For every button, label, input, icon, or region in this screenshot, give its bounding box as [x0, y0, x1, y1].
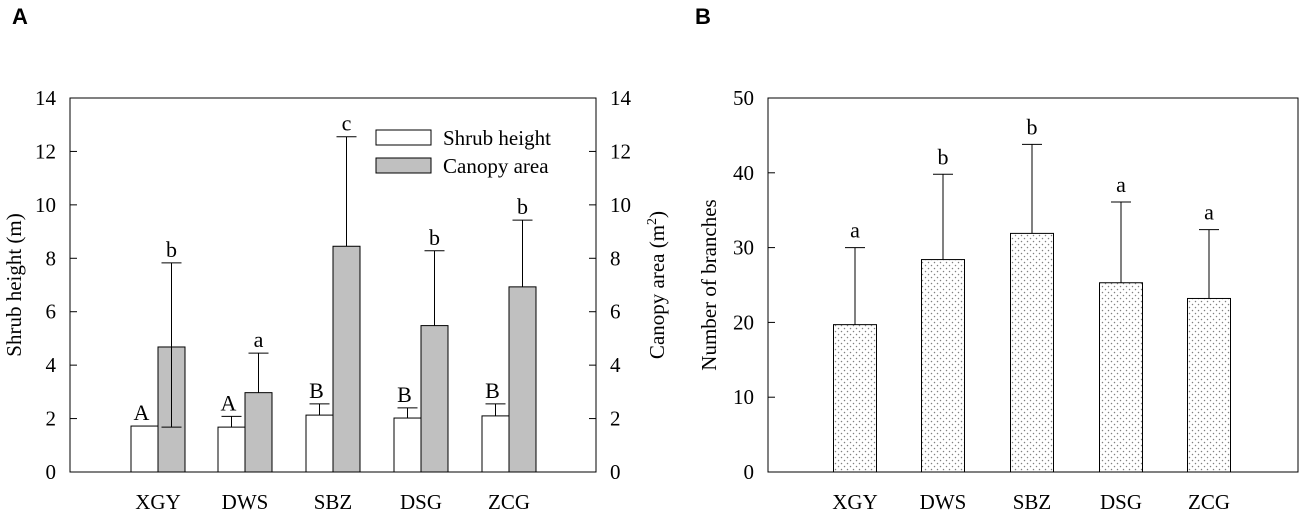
- sig-letter-branches: a: [1116, 172, 1126, 197]
- sig-letter-shrub-height: A: [134, 400, 150, 425]
- sig-letter-canopy-area: b: [429, 225, 440, 250]
- y-tick-label: 12: [35, 139, 56, 163]
- legend-label-canopy-area: Canopy area: [443, 154, 549, 178]
- panel-b-y-axis-title: Number of branches: [697, 199, 721, 370]
- y-tick-label: 30: [733, 236, 754, 260]
- error-bar-number-of-branches: [933, 173, 953, 260]
- error-bar-number-of-branches: [1111, 201, 1131, 283]
- bar-number-of-branches: [921, 259, 965, 473]
- legend-swatch-shrub-height: [375, 129, 432, 146]
- x-tick-label: DSG: [1100, 490, 1142, 514]
- sig-letter-branches: a: [850, 218, 860, 243]
- y-tick-label: 20: [733, 310, 754, 334]
- bar-canopy-area: [244, 392, 273, 473]
- y-tick-label: 50: [733, 86, 754, 110]
- legend-swatch-canopy-area: [375, 157, 432, 174]
- y2-tick-label: 8: [610, 246, 621, 270]
- bar-shrub-height: [481, 415, 510, 473]
- error-bar-canopy-area: [248, 352, 269, 393]
- bar-canopy-area: [508, 286, 537, 473]
- y2-title-end: ): [645, 211, 669, 218]
- panel-b-bars: a b b a a: [833, 114, 1231, 473]
- bar-number-of-branches: [1187, 297, 1231, 473]
- y-tick-label: 6: [46, 300, 57, 324]
- bar-canopy-area: [332, 245, 361, 473]
- y-tick-label: 0: [744, 460, 755, 484]
- error-bar-shrub-height: [397, 407, 418, 419]
- bar-canopy-area: [420, 325, 449, 473]
- panel-a-y-axis-title: Shrub height (m): [2, 213, 26, 356]
- x-tick-label: SBZ: [1013, 490, 1052, 514]
- y-tick-label: 8: [46, 246, 57, 270]
- bar-number-of-branches: [1099, 282, 1143, 473]
- error-bar-shrub-height: [485, 403, 506, 416]
- error-bar-number-of-branches: [1199, 229, 1219, 299]
- legend-label-shrub-height: Shrub height: [443, 126, 551, 150]
- sig-letter-canopy-area: b: [166, 237, 177, 262]
- x-tick-label: SBZ: [314, 490, 353, 514]
- y-tick-label: 0: [46, 460, 57, 484]
- sig-letter-shrub-height: B: [397, 382, 412, 407]
- panel-a-y2-axis-title: Canopy area (m2): [645, 211, 669, 359]
- panel-a-bars: Ab Aa Bc Bb Bb: [130, 111, 537, 473]
- panel-a-x-axis: XGY DWS SBZ DSG ZCG: [135, 490, 530, 514]
- panel-a-right-axis: 0 2 4 6 8 10 12 14: [589, 86, 632, 484]
- y-tick-label: 10: [35, 193, 56, 217]
- bar-shrub-height: [217, 426, 246, 473]
- error-bar-shrub-height: [309, 403, 330, 416]
- y2-tick-label: 12: [610, 139, 631, 163]
- x-tick-label: ZCG: [488, 490, 530, 514]
- sig-letter-shrub-height: B: [309, 378, 324, 403]
- sig-letter-canopy-area: a: [254, 327, 264, 352]
- panel-b-left-axis: 0 10 20 30 40 50: [733, 86, 775, 484]
- error-bar-shrub-height: [221, 415, 242, 428]
- y2-title-main: Canopy area (m: [645, 225, 669, 359]
- bar-shrub-height: [130, 425, 159, 473]
- x-tick-label: DSG: [400, 490, 442, 514]
- y-tick-label: 40: [733, 161, 754, 185]
- bar-shrub-height: [305, 414, 334, 473]
- error-bar-canopy-area: [161, 262, 182, 347]
- x-tick-label: DWS: [920, 490, 967, 514]
- error-bar-canopy-area: [512, 219, 533, 287]
- sig-letter-canopy-area: b: [517, 194, 528, 219]
- error-bar-canopy-area: [336, 136, 357, 247]
- y2-tick-label: 2: [610, 407, 621, 431]
- panel-b-x-axis: XGY DWS SBZ DSG ZCG: [832, 490, 1230, 514]
- y-tick-label: 2: [46, 407, 57, 431]
- error-bar-number-of-branches: [1022, 143, 1042, 234]
- sig-letter-shrub-height: B: [485, 378, 500, 403]
- sig-letter-branches: b: [1027, 114, 1038, 139]
- y-tick-label: 14: [35, 86, 57, 110]
- y2-title-superscript: 2: [645, 218, 660, 225]
- y2-tick-label: 6: [610, 300, 621, 324]
- panel-a-left-axis: 0 2 4 6 8 10 12 14: [35, 86, 77, 484]
- y-tick-label: 4: [46, 353, 57, 377]
- y2-tick-label: 10: [610, 193, 631, 217]
- sig-letter-branches: b: [938, 144, 949, 169]
- y-tick-label: 10: [733, 385, 754, 409]
- x-tick-label: DWS: [222, 490, 269, 514]
- sig-letter-canopy-area: c: [342, 111, 352, 136]
- panel-a-letter: A: [12, 4, 28, 29]
- panel-b-chart: 0 10 20 30 40 50 a b b a a XGY DWS SBZ DSG ZCG Number…: [697, 86, 1299, 514]
- panel-a-legend: Shrub height Canopy area: [375, 126, 551, 178]
- x-tick-label: XGY: [832, 490, 878, 514]
- y2-tick-label: 0: [610, 460, 621, 484]
- y2-tick-label: 4: [610, 353, 621, 377]
- x-tick-label: XGY: [135, 490, 181, 514]
- x-tick-label: ZCG: [1188, 490, 1230, 514]
- panel-a-chart: 0 2 4 6 8 10 12 14 0 2 4 6 8 10 12 14 Ab Aa Bc Bb Bb XGY DW…: [2, 86, 669, 514]
- panel-b-letter: B: [695, 4, 711, 29]
- sig-letter-branches: a: [1204, 200, 1214, 225]
- y2-tick-label: 14: [610, 86, 632, 110]
- error-bar-canopy-area: [424, 250, 445, 326]
- bar-shrub-height: [393, 417, 422, 473]
- bar-number-of-branches: [833, 324, 877, 473]
- bar-number-of-branches: [1010, 232, 1054, 473]
- sig-letter-shrub-height: A: [221, 390, 237, 415]
- error-bar-number-of-branches: [845, 247, 865, 325]
